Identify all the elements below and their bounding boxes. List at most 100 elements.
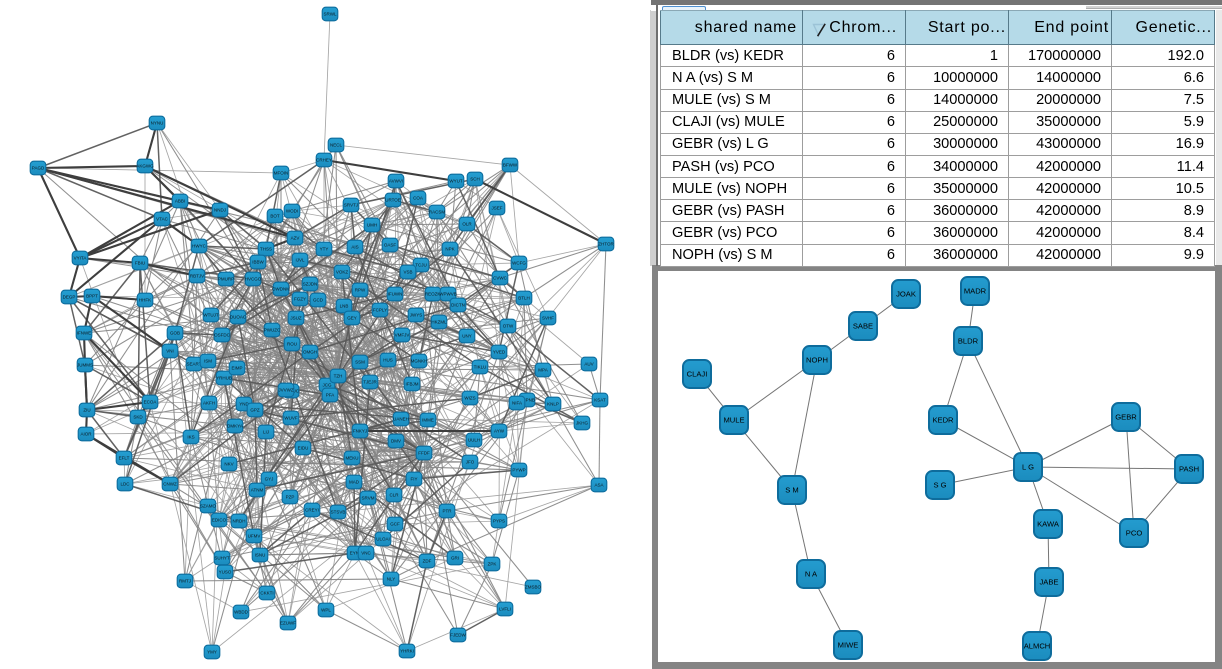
svg-text:YRHUB: YRHUB <box>216 376 232 381</box>
svg-text:ISNU: ISNU <box>255 553 266 558</box>
svg-text:NYNU: NYNU <box>151 121 164 126</box>
svg-text:NLY: NLY <box>387 577 395 582</box>
svg-text:KAWA: KAWA <box>1037 520 1060 529</box>
svg-text:JKHG: JKHG <box>576 421 589 426</box>
svg-text:FGZY: FGZY <box>294 297 306 302</box>
svg-text:COA: COA <box>413 196 423 201</box>
svg-text:CKKTI: CKKTI <box>260 591 273 596</box>
svg-text:TJEJR: TJEJR <box>363 380 377 385</box>
svg-text:WCFG: WCFG <box>512 261 526 266</box>
svg-text:DEGP: DEGP <box>63 295 76 300</box>
svg-text:WTUJT: WTUJT <box>203 313 218 318</box>
svg-text:NNPNB: NNPNB <box>519 398 535 403</box>
svg-text:IMME: IMME <box>422 418 434 423</box>
svg-text:L G: L G <box>1022 463 1034 472</box>
svg-text:VYITA: VYITA <box>74 256 87 261</box>
svg-text:VTAC: VTAC <box>156 217 168 222</box>
svg-text:HUS: HUS <box>383 358 393 363</box>
svg-text:SZAMO: SZAMO <box>200 504 217 509</box>
svg-text:ZDF: ZDF <box>423 559 432 564</box>
svg-text:VNC: VNC <box>361 551 371 556</box>
svg-text:CLR: CLR <box>389 493 399 498</box>
svg-text:FFDF: FFDF <box>418 451 430 456</box>
svg-text:AIS: AIS <box>351 245 358 250</box>
svg-text:MPA: MPA <box>538 368 547 373</box>
svg-text:SKD: SKD <box>133 415 143 420</box>
svg-text:ROU: ROU <box>287 342 297 347</box>
svg-text:RBTJV: RBTJV <box>190 274 204 279</box>
svg-text:WUVF: WUVF <box>284 416 297 421</box>
svg-text:URTOE: URTOE <box>385 198 401 203</box>
svg-text:GOB: GOB <box>170 331 180 336</box>
svg-text:HHFK: HHFK <box>139 298 151 303</box>
svg-text:RMTJ: RMTJ <box>179 579 191 584</box>
svg-text:ABBI: ABBI <box>175 199 185 204</box>
svg-text:IFUWN: IFUWN <box>388 292 403 297</box>
svg-text:GYJ: GYJ <box>265 477 274 482</box>
svg-text:HKZML: HKZML <box>431 320 447 325</box>
svg-text:OMGH: OMGH <box>303 350 317 355</box>
svg-text:REOZM: REOZM <box>425 292 442 297</box>
svg-text:IFBJM: IFBJM <box>406 382 419 387</box>
svg-text:BFWW: BFWW <box>503 163 518 168</box>
svg-text:IBBW: IBBW <box>252 260 264 265</box>
svg-text:ZHTOR: ZHTOR <box>598 242 614 247</box>
svg-text:IKS: IKS <box>187 435 194 440</box>
svg-text:GPZ: GPZ <box>250 408 260 413</box>
svg-text:NECL: NECL <box>330 143 343 148</box>
svg-text:CVWC: CVWC <box>493 276 507 281</box>
svg-text:WPL: WPL <box>321 608 331 613</box>
svg-text:SSM: SSM <box>355 360 365 365</box>
svg-text:JSUZ: JSUZ <box>290 316 302 321</box>
svg-text:JVVWZ: JVVWZ <box>278 388 294 393</box>
svg-text:BTLH: BTLH <box>518 296 530 301</box>
svg-text:LNB: LNB <box>340 304 349 309</box>
svg-text:AKGWG: AKGWG <box>136 164 154 169</box>
svg-text:YTY: YTY <box>320 247 329 252</box>
svg-text:ZMSBO: ZMSBO <box>525 585 542 590</box>
svg-text:PYWP: PYWP <box>512 468 525 473</box>
svg-text:CREYI: CREYI <box>305 508 319 513</box>
svg-text:PCO: PCO <box>1126 529 1143 538</box>
svg-text:UULH: UULH <box>468 438 480 443</box>
svg-text:SEART: SEART <box>187 362 202 367</box>
svg-text:MULE: MULE <box>723 416 744 425</box>
svg-text:N A: N A <box>805 570 818 579</box>
svg-text:PFA: PFA <box>326 393 335 398</box>
svg-text:GEY: GEY <box>347 316 357 321</box>
svg-text:PWUZC: PWUZC <box>264 328 281 333</box>
svg-text:BPPT: BPPT <box>86 294 98 299</box>
svg-text:PAGD: PAGD <box>32 166 45 171</box>
svg-text:THSS: THSS <box>260 247 272 252</box>
svg-text:TCJU: TCJU <box>415 263 427 268</box>
svg-text:KEDR: KEDR <box>932 416 954 425</box>
svg-text:S G: S G <box>933 481 946 490</box>
svg-text:LDC: LDC <box>120 482 130 487</box>
svg-text:PMURP: PMURP <box>218 277 234 282</box>
svg-text:DMKYA: DMKYA <box>227 424 243 429</box>
svg-text:JCG: JCG <box>323 383 332 388</box>
svg-text:YUSO: YUSO <box>219 570 232 575</box>
svg-text:AZV: AZV <box>291 236 300 241</box>
svg-text:WIZS: WIZS <box>464 396 475 401</box>
svg-text:VNI: VNI <box>166 349 174 354</box>
svg-text:VOKZ: VOKZ <box>336 270 349 275</box>
svg-text:MADR: MADR <box>964 287 987 296</box>
svg-text:OLR: OLR <box>462 222 472 227</box>
svg-text:SCH: SCH <box>470 177 480 182</box>
svg-text:UFMV: UFMV <box>248 534 261 539</box>
svg-text:NKV: NKV <box>224 462 233 467</box>
svg-text:ULOAI: ULOAI <box>376 537 390 542</box>
svg-text:OASF: OASF <box>384 243 397 248</box>
svg-text:SRVTJ: SRVTJ <box>344 203 358 208</box>
svg-text:LIJ: LIJ <box>263 430 269 435</box>
svg-text:RACSM: RACSM <box>429 210 446 215</box>
svg-text:OSFDC: OSFDC <box>214 333 231 338</box>
svg-text:JFO: JFO <box>466 460 475 465</box>
svg-text:S M: S M <box>785 486 799 495</box>
svg-text:RPW: RPW <box>355 288 366 293</box>
svg-text:NNDJ: NNDJ <box>214 208 226 213</box>
svg-text:NIFA: NIFA <box>512 401 522 406</box>
svg-text:ISM: ISM <box>204 359 212 364</box>
svg-text:SZJDN: SZJDN <box>303 282 318 287</box>
